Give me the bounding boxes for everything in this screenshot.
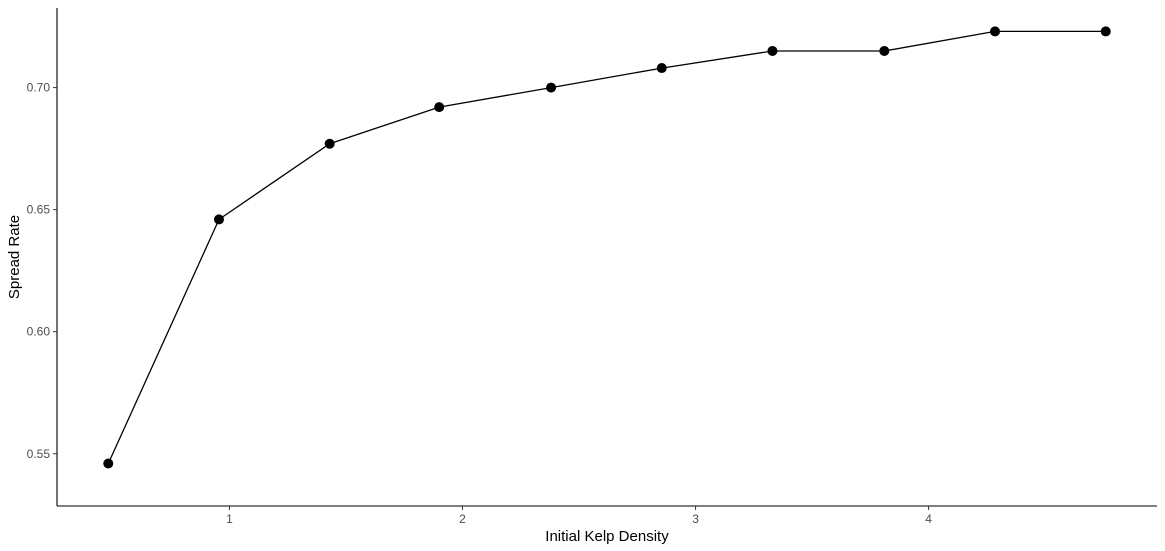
y-tick-label: 0.70 xyxy=(27,81,51,95)
data-point xyxy=(879,45,890,56)
data-point xyxy=(324,138,335,149)
data-point xyxy=(546,82,557,93)
ticks: 1 2 3 4 0.55 0.60 0.65 0.70 xyxy=(27,81,933,526)
data-point xyxy=(767,45,778,56)
data-point xyxy=(103,458,114,469)
series xyxy=(103,26,1111,469)
y-tick-label: 0.65 xyxy=(27,203,51,217)
axes xyxy=(56,8,1157,507)
data-point xyxy=(1100,26,1111,37)
data-point xyxy=(990,26,1001,37)
x-axis-title: Initial Kelp Density xyxy=(545,528,669,545)
series-line xyxy=(107,30,1106,464)
x-tick-label: 2 xyxy=(459,512,466,526)
x-tick-label: 1 xyxy=(226,512,233,526)
y-tick-label: 0.55 xyxy=(27,447,51,461)
y-tick-label: 0.60 xyxy=(27,325,51,339)
y-axis-title: Spread Rate xyxy=(6,215,23,299)
data-point xyxy=(434,102,445,113)
x-tick-label: 3 xyxy=(692,512,699,526)
x-tick-label: 4 xyxy=(925,512,932,526)
data-point xyxy=(213,214,224,225)
data-point xyxy=(656,63,667,74)
